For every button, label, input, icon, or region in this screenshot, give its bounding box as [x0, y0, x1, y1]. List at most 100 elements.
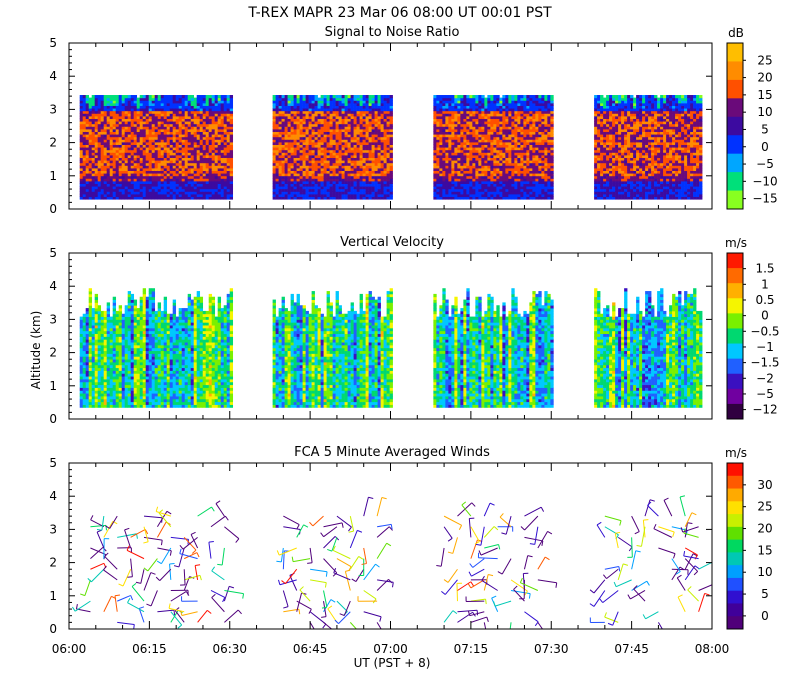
snr-cell — [371, 97, 375, 101]
snr-cell — [199, 110, 204, 114]
snr-cell — [85, 186, 90, 190]
snr-cell — [457, 165, 461, 169]
snr-cell — [124, 97, 129, 101]
snr-cell — [359, 121, 363, 125]
snr-cell — [463, 175, 467, 179]
snr-cell — [454, 147, 458, 151]
snr-cell — [436, 173, 440, 177]
snr-cell — [368, 160, 372, 164]
snr-cell — [371, 144, 375, 148]
snr-cell — [193, 196, 198, 200]
snr-cell — [374, 118, 378, 122]
snr-cell — [487, 186, 491, 190]
snr-cell — [118, 152, 123, 156]
snr-cell — [115, 170, 120, 174]
snr-cell — [281, 134, 285, 138]
snr-cell — [308, 97, 312, 101]
snr-cell — [278, 108, 282, 112]
snr-cell — [335, 136, 339, 140]
snr-cell — [97, 144, 102, 148]
snr-cell — [278, 157, 282, 161]
snr-cell — [148, 170, 153, 174]
snr-cell — [187, 147, 192, 151]
snr-cell — [106, 149, 111, 153]
snr-cell — [478, 102, 482, 106]
snr-cell — [329, 147, 333, 151]
snr-cell — [371, 175, 375, 179]
snr-cell — [502, 108, 506, 112]
snr-cell — [100, 165, 105, 169]
snr-cell — [154, 102, 159, 106]
snr-cell — [97, 110, 102, 114]
snr-cell — [386, 180, 390, 185]
snr-cell — [94, 100, 99, 104]
snr-cell — [505, 100, 509, 104]
snr-cell — [169, 123, 174, 127]
snr-cell — [118, 170, 123, 174]
snr-cell — [214, 152, 219, 156]
snr-cell — [311, 113, 315, 117]
snr-cell — [91, 95, 96, 99]
snr-cell — [172, 157, 177, 161]
snr-cell — [175, 178, 180, 182]
snr-cell — [496, 102, 500, 106]
snr-cell — [275, 136, 279, 140]
snr-cell — [305, 113, 309, 117]
snr-cell — [181, 131, 186, 135]
snr-cell — [205, 175, 210, 179]
snr-cell — [347, 193, 351, 198]
snr-cell — [359, 154, 363, 158]
snr-cell — [356, 147, 360, 151]
snr-cell — [142, 170, 147, 174]
snr-cell — [85, 183, 90, 187]
snr-cell — [157, 196, 162, 200]
snr-cell — [529, 186, 533, 190]
snr-cell — [490, 144, 494, 148]
snr-cell — [511, 97, 515, 101]
snr-cell — [457, 183, 461, 187]
snr-cell — [136, 160, 141, 164]
snr-cell — [163, 188, 168, 192]
snr-cell — [287, 178, 291, 182]
snr-cell — [172, 134, 177, 138]
snr-cell — [136, 100, 141, 104]
snr-cell — [335, 102, 339, 106]
snr-cell — [287, 141, 291, 145]
snr-cell — [148, 154, 153, 158]
snr-cell — [214, 100, 219, 104]
snr-cell — [439, 118, 443, 122]
snr-cell — [160, 186, 165, 190]
snr-cell — [103, 115, 108, 119]
snr-cell — [436, 121, 440, 125]
snr-cell — [127, 183, 132, 187]
snr-cell — [91, 136, 96, 140]
snr-cell — [220, 123, 225, 127]
snr-cell — [442, 191, 446, 195]
snr-cell — [272, 178, 276, 182]
snr-cell — [314, 105, 318, 109]
snr-cell — [445, 128, 449, 132]
snr-cell — [353, 102, 357, 106]
snr-cell — [79, 123, 84, 127]
snr-cell — [166, 152, 171, 156]
snr-cell — [460, 134, 464, 138]
snr-cell — [466, 165, 470, 169]
snr-cell — [368, 167, 372, 171]
snr-cell — [85, 123, 90, 127]
snr-cell — [338, 110, 342, 114]
snr-cell — [323, 175, 327, 179]
snr-cell — [371, 152, 375, 156]
snr-cell — [290, 115, 294, 119]
snr-cell — [323, 97, 327, 101]
snr-cell — [380, 141, 384, 145]
snr-cell — [353, 110, 357, 114]
snr-cell — [151, 170, 156, 174]
snr-cell — [374, 165, 378, 169]
snr-cell — [136, 131, 141, 135]
snr-cell — [475, 95, 479, 99]
snr-cell — [118, 173, 123, 177]
snr-cell — [290, 108, 294, 112]
snr-cell — [466, 97, 470, 101]
snr-cell — [344, 144, 348, 148]
snr-cell — [314, 141, 318, 145]
